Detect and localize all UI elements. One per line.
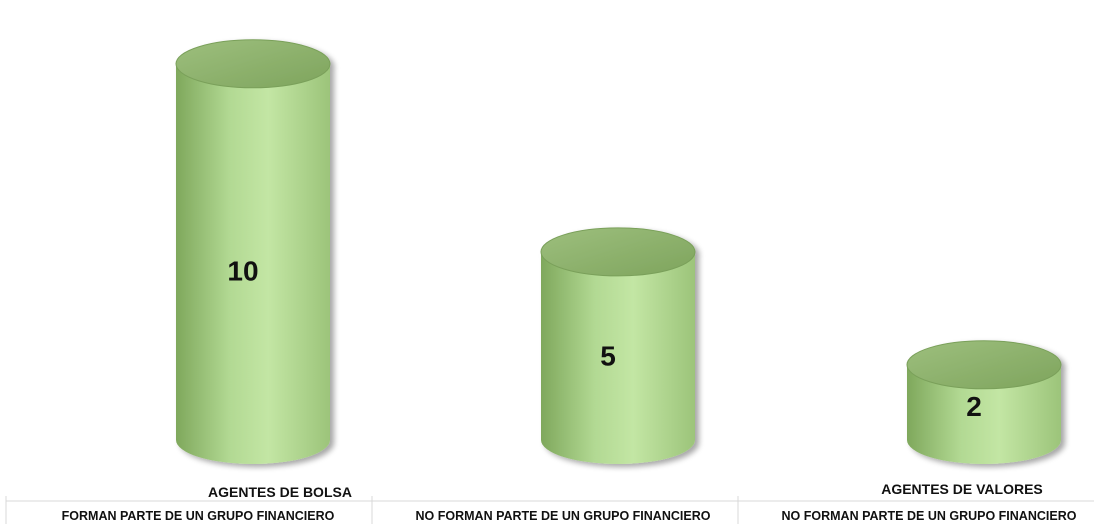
labels-layer: 10 5 2 FORMAN PARTE DE UN GRUPO FINANCIERO N…: [62, 256, 1077, 523]
data-label-3: 2: [966, 391, 982, 422]
bar-body-2: [541, 251, 695, 464]
bar-top-3: [906, 340, 1062, 390]
data-label-1: 10: [227, 256, 258, 287]
bar-body-3: [907, 364, 1061, 464]
bar-top-1: [175, 39, 331, 89]
bar-top-2: [540, 227, 696, 277]
bars-layer: [175, 39, 1062, 464]
category-axis: [5, 496, 1094, 524]
bar-body-1: [176, 63, 330, 464]
category-label-2: NO FORMAN PARTE DE UN GRUPO FINANCIERO: [416, 509, 711, 523]
data-label-2: 5: [600, 340, 616, 371]
category-label-1: FORMAN PARTE DE UN GRUPO FINANCIERO: [62, 509, 335, 523]
bar-3: [906, 340, 1062, 464]
group-label-1: AGENTES DE BOLSA: [208, 484, 352, 500]
category-label-3: NO FORMAN PARTE DE UN GRUPO FINANCIERO: [782, 509, 1077, 523]
group-label-2: AGENTES DE VALORES: [881, 481, 1043, 497]
bar-2: [540, 227, 696, 464]
bar-1: [175, 39, 331, 464]
